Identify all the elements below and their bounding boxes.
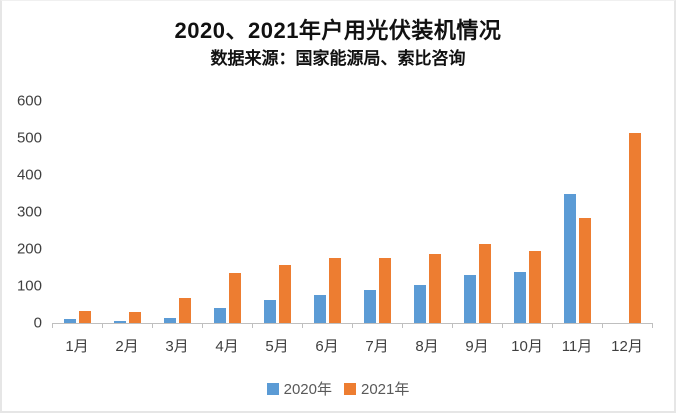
bar-2021年-1月: [79, 311, 91, 323]
x-axis-tick-label: 4月: [215, 338, 239, 355]
bar-2020年-6月: [314, 294, 326, 323]
x-axis-tick-label: 9月: [465, 338, 489, 355]
bar-2020年-1月: [64, 318, 76, 323]
x-axis-tick: [152, 323, 153, 328]
bar-2020年-7月: [364, 289, 376, 323]
x-axis-tick: [352, 323, 353, 328]
x-axis-tick: [502, 323, 503, 328]
x-axis-tick-label: 12月: [611, 338, 643, 355]
x-axis-tick: [202, 323, 203, 328]
chart-legend: 2020年 2021年: [2, 378, 674, 399]
bar-2021年-6月: [329, 258, 341, 323]
bar-2021年-7月: [379, 257, 391, 323]
x-axis-tick: [452, 323, 453, 328]
x-axis-tick: [552, 323, 553, 328]
y-axis-tick-label: 0: [33, 314, 42, 332]
bar-2020年-8月: [414, 284, 426, 323]
bar-2021年-11月: [579, 217, 591, 323]
x-axis-tick-label: 2月: [115, 338, 139, 355]
legend-label: 2021年: [361, 381, 410, 398]
y-axis-tick-label: 500: [16, 129, 42, 147]
x-axis-tick-label: 3月: [165, 338, 189, 355]
chart-title: 2020、2021年户用光伏装机情况: [174, 18, 502, 43]
x-axis-tick-label: 6月: [315, 338, 339, 355]
x-axis-tick: [652, 323, 653, 328]
x-axis-tick-label: 1月: [65, 338, 89, 355]
y-axis-tick-label: 400: [16, 166, 42, 184]
legend-label: 2020年: [283, 381, 332, 398]
legend-swatch-icon: [344, 382, 356, 395]
bar-2021年-8月: [429, 253, 441, 323]
y-axis-tick-label: 300: [16, 203, 42, 221]
x-axis-tick-label: 11月: [561, 338, 593, 355]
x-axis-tick: [402, 323, 403, 328]
legend-item-2020年: 2020年: [266, 378, 332, 399]
x-axis-tick: [52, 323, 53, 328]
bar-2021年-2月: [129, 312, 141, 323]
y-axis-tick-label: 200: [16, 240, 42, 258]
bar-2021年-10月: [529, 251, 541, 323]
bar-2020年-2月: [114, 321, 126, 323]
y-axis-tick-label: 100: [16, 277, 42, 295]
bar-2020年-10月: [514, 272, 526, 323]
x-axis-tick: [252, 323, 253, 328]
x-axis-tick-label: 7月: [365, 338, 389, 355]
x-axis-tick: [102, 323, 103, 328]
bar-2021年-3月: [179, 297, 191, 323]
bar-2021年-5月: [279, 265, 291, 323]
bar-2020年-11月: [564, 193, 576, 323]
x-axis-tick-label: 5月: [265, 338, 289, 355]
bar-2021年-4月: [229, 273, 241, 323]
x-axis-tick: [302, 323, 303, 328]
bar-2020年-3月: [164, 318, 176, 323]
bar-2021年-9月: [479, 243, 491, 323]
bar-2021年-12月: [629, 133, 641, 323]
chart-subtitle: 数据来源：国家能源局、索比咨询: [210, 49, 466, 68]
bar-2020年-4月: [214, 308, 226, 323]
x-axis-tick: [602, 323, 603, 328]
bar-2020年-9月: [464, 274, 476, 323]
bar-2020年-5月: [264, 300, 276, 323]
y-axis-tick-label: 600: [16, 92, 42, 110]
x-axis-tick-label: 10月: [511, 338, 543, 355]
legend-item-2021年: 2021年: [344, 378, 409, 399]
x-axis-tick-label: 8月: [415, 338, 439, 355]
legend-swatch-icon: [266, 382, 279, 395]
